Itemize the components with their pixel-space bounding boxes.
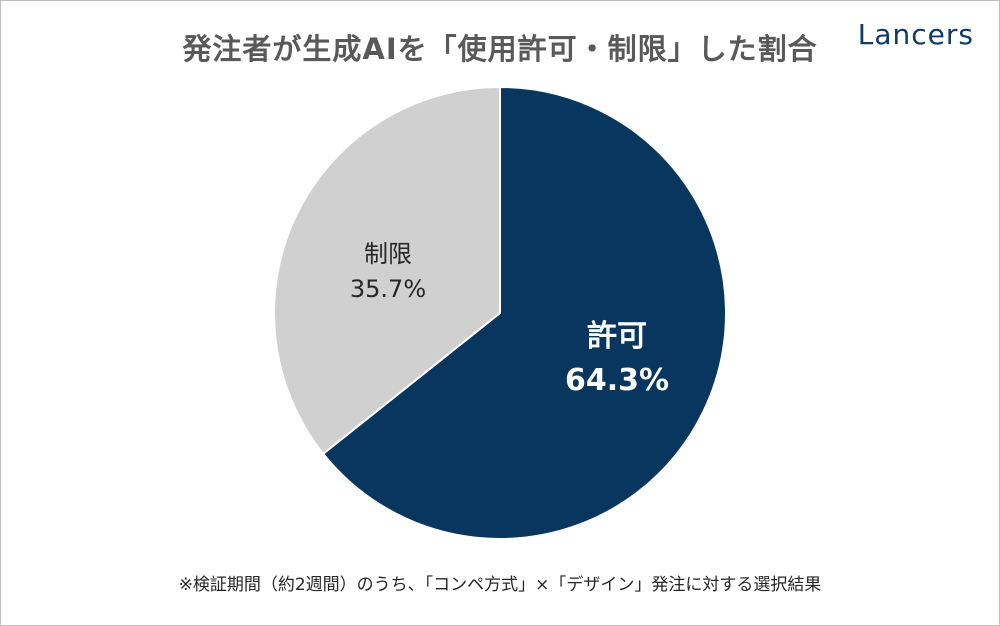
chart-title: 発注者が生成AIを「使用許可・制限」した割合	[182, 32, 818, 66]
slice-value-restrict: 35.7%	[350, 275, 426, 303]
slice-value-permit: 64.3%	[565, 363, 669, 398]
pie-slice-permit	[321, 85, 727, 540]
slice-label-permit: 許可	[587, 319, 647, 354]
pie-slice-restrict	[273, 85, 501, 456]
footnote: ※検証期間（約2週間）のうち、「コンペ方式」×「デザイン」発注に対する選択結果	[178, 575, 822, 595]
slice-label-restrict: 制限	[364, 240, 412, 268]
lancers-logo: Lancers	[857, 18, 974, 51]
